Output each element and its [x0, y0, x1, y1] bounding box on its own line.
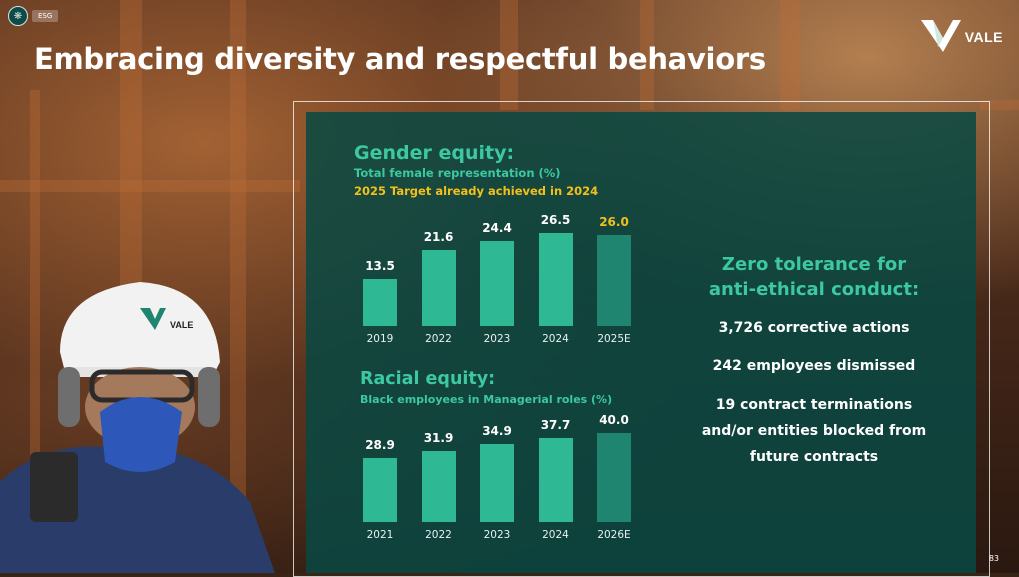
section-chip: ❋ ESG [8, 6, 59, 26]
racial-category-label: 2023 [483, 529, 511, 541]
page-number: 83 [988, 554, 999, 563]
racial-value-label: 34.9 [482, 424, 512, 439]
racial-value-label: 31.9 [423, 431, 454, 446]
gender-category-label: 2023 [483, 333, 511, 345]
stat-corrective-actions: 3,726 corrective actions [718, 320, 910, 336]
racial-value-label: 40.0 [599, 413, 629, 427]
gender-value-label: 24.4 [482, 220, 512, 235]
section-label: ESG [32, 10, 59, 22]
stat-contract-line1: 19 contract terminations [715, 397, 913, 413]
racial-value-label: 37.7 [540, 418, 571, 433]
gender-category-label: 2024 [542, 333, 569, 345]
racial-subtitle: Black employees in Managerial roles (%) [360, 393, 613, 406]
page-title: Embracing diversity and respectful behav… [34, 42, 766, 76]
stat-contract-line2: and/or entities blocked from [701, 423, 927, 439]
gender-subtitle: Total female representation (%) [354, 166, 561, 180]
vale-logo-icon [921, 20, 961, 52]
zero-tolerance-title-line2: anti-ethical conduct: [708, 279, 920, 300]
racial-category-label: 2022 [425, 529, 452, 541]
gender-category-label: 2025E [597, 333, 631, 345]
gender-bar-2025E [597, 235, 631, 326]
gender-bar-2022 [421, 250, 456, 326]
zero-tolerance-title: Zero tolerance for anti-ethical conduct: [700, 252, 928, 302]
gender-bar-2019 [363, 278, 397, 326]
logo-text: VALE [964, 29, 1003, 45]
gender-target-note: 2025 Target already achieved in 2024 [354, 184, 599, 198]
gender-bar-2024 [538, 233, 573, 326]
stat-contract-terminations: 19 contract terminations and/or entities… [700, 392, 928, 470]
stat-contract-line3: future contracts [749, 449, 879, 465]
gender-bar-2023 [480, 240, 514, 326]
stat-employees-dismissed: 242 employees dismissed [712, 358, 916, 374]
racial-bar-2024 [538, 438, 573, 522]
gender-category-label: 2019 [366, 333, 394, 345]
content-panel [306, 112, 976, 573]
svg-text:VALE: VALE [170, 320, 193, 330]
gender-title: Gender equity: [354, 142, 515, 164]
zero-tolerance-title-line1: Zero tolerance for [721, 254, 907, 275]
racial-bar-2023 [480, 444, 514, 522]
gender-value-label: 13.5 [365, 258, 395, 273]
worker-photo: VALE [0, 282, 275, 573]
racial-bar-2021 [363, 457, 397, 522]
racial-bar-2026E [597, 433, 631, 522]
gender-category-label: 2022 [425, 333, 452, 345]
gender-value-label: 26.0 [599, 215, 629, 229]
racial-category-label: 2026E [597, 529, 631, 541]
racial-category-label: 2024 [542, 529, 569, 541]
esg-icon: ❋ [8, 6, 28, 26]
gender-value-label: 21.6 [423, 230, 454, 245]
racial-bar-2022 [421, 451, 456, 522]
racial-value-label: 28.9 [365, 437, 395, 452]
gender-value-label: 26.5 [540, 213, 571, 228]
racial-title: Racial equity: [360, 369, 496, 389]
racial-category-label: 2021 [366, 529, 394, 541]
